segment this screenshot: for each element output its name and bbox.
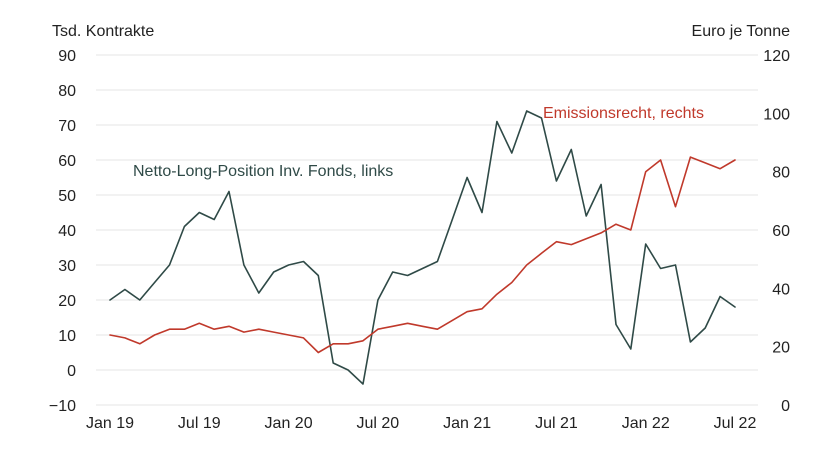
series-label-emissionsrecht: Emissionsrecht, rechts [543, 105, 704, 122]
left-tick-label: −10 [49, 398, 76, 415]
left-tick-label: 70 [58, 118, 76, 135]
right-tick-label: 80 [772, 165, 790, 182]
x-tick-label: Jul 22 [714, 415, 757, 432]
right-tick-label: 0 [781, 398, 790, 415]
x-tick-label: Jul 19 [178, 415, 221, 432]
x-tick-label: Jan 20 [265, 415, 313, 432]
left-tick-label: 80 [58, 83, 76, 100]
right-tick-label: 100 [763, 106, 790, 123]
right-tick-label: 60 [772, 223, 790, 240]
x-tick-label: Jan 21 [443, 415, 491, 432]
x-tick-label: Jul 20 [357, 415, 400, 432]
series-layer [109, 110, 736, 385]
series-labels: Netto-Long-Position Inv. Fonds, links Em… [133, 105, 704, 180]
left-tick-label: 30 [58, 258, 76, 275]
x-tick-label: Jan 19 [86, 415, 134, 432]
gridlines [96, 54, 758, 406]
right-tick-label: 120 [763, 48, 790, 65]
left-tick-label: 0 [67, 363, 76, 380]
left-tick-label: 90 [58, 48, 76, 65]
right-axis-unit: Euro je Tonne [692, 23, 791, 40]
left-axis-unit: Tsd. Kontrakte [52, 23, 154, 40]
left-tick-label: 50 [58, 188, 76, 205]
x-tick-label: Jan 22 [622, 415, 670, 432]
series-line-emissionsrecht [109, 156, 736, 354]
right-tick-label: 20 [772, 340, 790, 357]
x-tick-label: Jul 21 [535, 415, 578, 432]
left-tick-label: 60 [58, 153, 76, 170]
left-tick-label: 40 [58, 223, 76, 240]
right-tick-label: 40 [772, 281, 790, 298]
axes: Tsd. Kontrakte Euro je Tonne 90 80 70 60 50 4… [49, 23, 790, 432]
series-line-netto-long [109, 110, 736, 385]
left-tick-label: 20 [58, 293, 76, 310]
series-label-netto-long: Netto-Long-Position Inv. Fonds, links [133, 163, 393, 180]
left-tick-label: 10 [58, 328, 76, 345]
